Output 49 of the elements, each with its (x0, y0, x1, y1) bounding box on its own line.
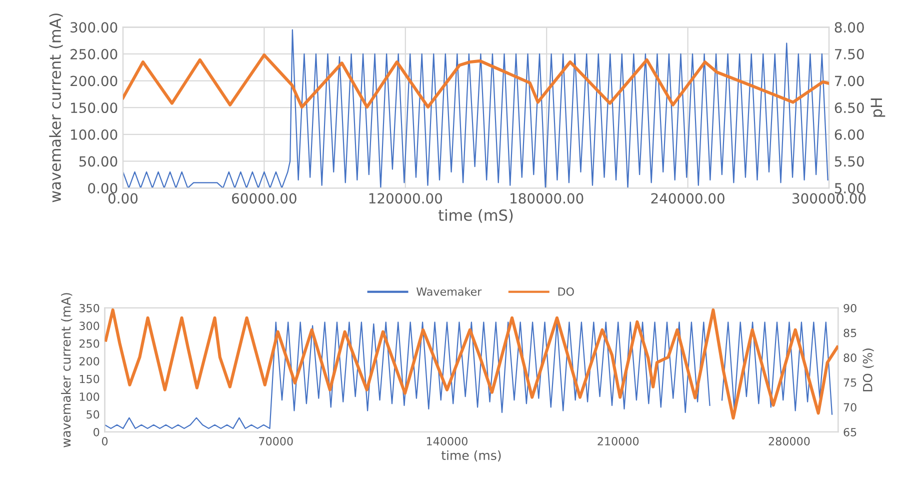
y-axis-title: wavemaker current (mA) (61, 293, 72, 448)
line-series (122, 29, 828, 188)
y-tick-label: 250.00 (70, 48, 118, 60)
x-tick-label: 0.00 (108, 193, 138, 204)
x-tick-label: 280000 (768, 437, 810, 446)
x-tick-label: 140000 (427, 437, 468, 446)
y-tick-label: 300.00 (70, 22, 118, 33)
x-tick-label: 0 (102, 437, 108, 446)
y-tick-label: 100.00 (71, 129, 118, 140)
y-tick-label: 100 (80, 392, 100, 401)
y2-tick-label: 70 (844, 403, 856, 412)
y2-tick-label: 80 (844, 354, 856, 362)
y-axis-title: wavemaker current (mA) (49, 14, 63, 202)
x-axis-title: time (ms) (441, 450, 501, 462)
y-tick-label: 200.00 (70, 76, 118, 86)
y-tick-label: 350 (80, 304, 100, 312)
y-tick-label: 150 (80, 374, 100, 384)
y2-tick-label: 65 (844, 428, 856, 436)
y2-tick-label: 7.50 (835, 48, 864, 60)
y2-tick-label: 6.00 (834, 129, 864, 140)
y-tick-label: 150.00 (71, 102, 118, 114)
y-tick-label: 200 (80, 357, 100, 366)
x-tick-label: 210000 (598, 437, 639, 446)
x-axis-title: time (mS) (438, 209, 513, 223)
legend-label: Wavemaker (416, 287, 482, 296)
y2-tick-label: 90 (844, 304, 856, 312)
y2-tick-label: 6.50 (834, 102, 864, 114)
y-tick-label: 0 (94, 428, 100, 436)
x-tick-label: 120000.00 (369, 193, 442, 204)
y2-tick-label: 5.50 (834, 156, 864, 167)
y2-tick-label: 75 (844, 378, 856, 387)
x-tick-label: 180000.00 (510, 193, 584, 204)
x-tick-label: 300000.00 (792, 193, 866, 204)
legend-label: DO (558, 287, 574, 296)
x-tick-label: 70000 (259, 437, 293, 446)
x-tick-label: 240000.00 (651, 193, 724, 204)
y2-tick-label: 8.00 (834, 22, 864, 33)
y-tick-label: 300 (80, 322, 100, 330)
y-tick-label: 0.00 (88, 182, 118, 194)
y2-axis-title: pH (870, 98, 886, 117)
y-tick-label: 50.00 (79, 156, 118, 167)
y-tick-label: 50 (86, 410, 100, 419)
y-tick-label: 250 (80, 339, 100, 348)
y2-tick-label: 5.00 (834, 182, 864, 194)
x-tick-label: 60000.00 (232, 193, 296, 204)
y2-axis-title: DO (%) (862, 348, 874, 392)
line-series (122, 53, 830, 109)
y2-tick-label: 7.00 (835, 76, 864, 86)
y2-tick-label: 85 (844, 328, 856, 338)
